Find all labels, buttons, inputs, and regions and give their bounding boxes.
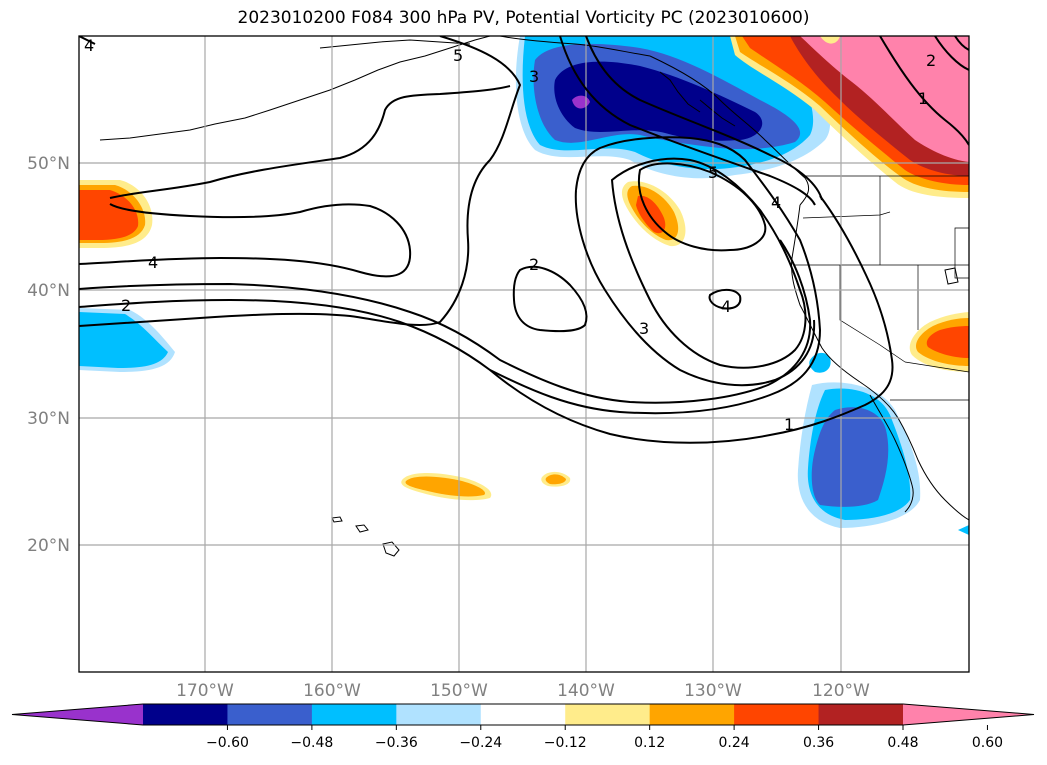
colorbar-tick-label: −0.60 (206, 735, 249, 751)
colorbar-tick-label: −0.24 (459, 735, 502, 751)
lon-label: 170°W (176, 681, 234, 701)
contour-label: 4 (148, 253, 158, 272)
colorbar-tick-label: 0.12 (634, 735, 665, 751)
colorbar-segment (480, 704, 566, 725)
colorbar-segment (396, 704, 482, 725)
contour-label-group: 4 5 3 4 2 2 3 4 5 4 1 1 2 (84, 36, 936, 434)
contour-label: 4 (84, 36, 94, 55)
colorbar-segment (227, 704, 313, 725)
contour-label: 5 (708, 163, 718, 182)
colorbar-segment (649, 704, 735, 725)
colorbar-segment (311, 704, 397, 725)
colorbar-tick-label: −0.36 (375, 735, 418, 751)
colorbar-extend-high (903, 704, 1034, 725)
longitude-labels: 170°W 160°W 150°W 140°W 130°W 120°W (176, 681, 870, 701)
colorbar-tick-label: 0.24 (719, 735, 750, 751)
contour-label: 4 (721, 297, 731, 316)
colorbar-segment (143, 704, 228, 725)
lat-label: 30°N (27, 409, 70, 429)
colorbar-outline (11, 703, 1035, 726)
lon-label: 150°W (430, 681, 488, 701)
pv-contours (79, 36, 969, 444)
colorbar-segment (818, 704, 904, 725)
map-title: 2023010200 F084 300 hPa PV, Potential Vo… (237, 8, 810, 28)
map-content: 4 5 3 4 2 2 3 4 5 4 1 1 2 (79, 36, 969, 672)
political-borders (795, 175, 969, 401)
colorbar-tick-label: 0.36 (803, 735, 834, 751)
contour-label: 5 (453, 46, 463, 65)
colorbar-tick-label: −0.48 (290, 735, 333, 751)
colorbar-tick-label: 0.48 (887, 735, 918, 751)
colorbar-segment (734, 704, 820, 725)
contour-label: 2 (529, 255, 539, 274)
lon-label: 160°W (303, 681, 361, 701)
contour-label: 3 (639, 319, 649, 338)
lat-label: 20°N (27, 536, 70, 556)
lon-label: 120°W (812, 681, 870, 701)
contour-label: 2 (926, 51, 936, 70)
lon-label: 140°W (557, 681, 615, 701)
contour-label: 4 (771, 193, 781, 212)
map-frame (78, 35, 970, 673)
colorbar: −0.60 −0.48 −0.36 −0.24 −0.12 0.12 0.24 0.36 0.4… (11, 703, 1035, 751)
contour-label: 1 (918, 89, 928, 108)
lat-label: 50°N (27, 154, 70, 174)
lat-label: 40°N (27, 281, 70, 301)
latitude-labels: 50°N 40°N 30°N 20°N (27, 154, 70, 556)
contour-label: 1 (784, 415, 794, 434)
contour-label: 2 (121, 296, 131, 315)
colorbar-tick-label: −0.12 (544, 735, 587, 751)
colorbar-tick-label: 0.60 (972, 735, 1003, 751)
contour-label: 3 (529, 67, 539, 86)
graticule (79, 36, 969, 672)
colorbar-segment (565, 704, 651, 725)
lon-label: 130°W (684, 681, 742, 701)
colorbar-extend-low (12, 704, 143, 725)
